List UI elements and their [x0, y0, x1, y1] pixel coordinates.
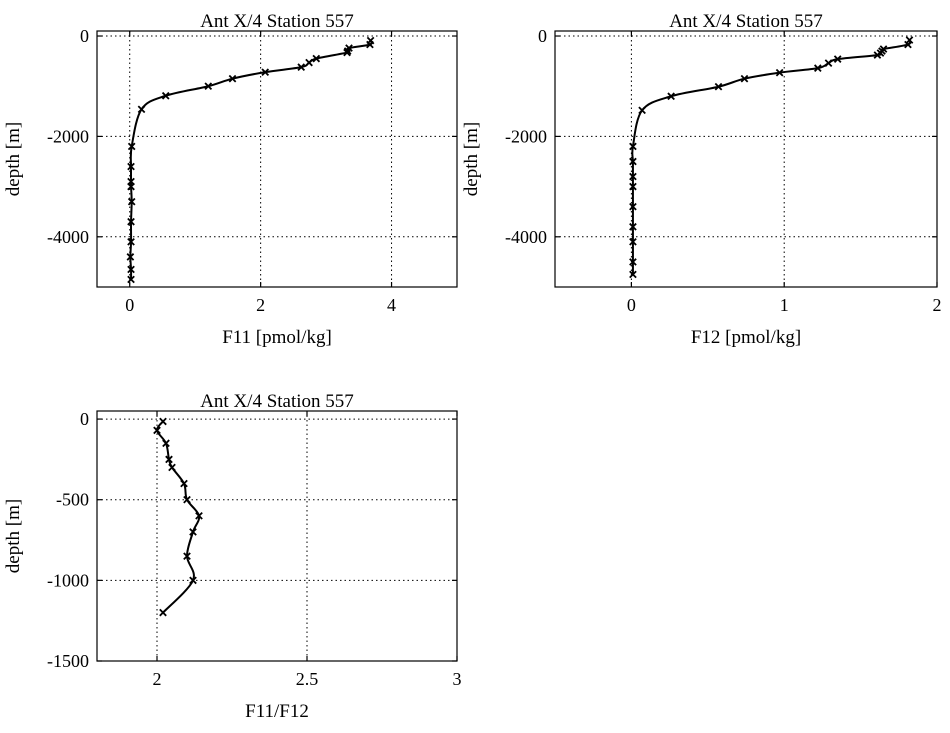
series-line-1: [631, 39, 912, 275]
chart-title: Ant X/4 Station 557: [200, 391, 354, 412]
y-tick-label: -4000: [505, 227, 547, 247]
data-point-x-marker: [629, 202, 637, 211]
data-point-x-marker: [629, 258, 637, 266]
x-tick-label: 2: [256, 295, 265, 315]
x-tick-label: 2: [153, 669, 162, 689]
data-point-x-marker: [127, 197, 136, 206]
data-point-x-marker: [162, 439, 170, 448]
y-tick-label: 0: [538, 26, 547, 46]
data-point-x-marker: [180, 479, 188, 488]
x-tick-label: 4: [387, 295, 396, 315]
data-point-x-marker: [667, 92, 675, 101]
data-point-x-marker: [127, 237, 135, 246]
data-point-x-marker: [153, 426, 161, 435]
data-point-x-marker: [204, 82, 213, 91]
series-line-1: [129, 40, 373, 280]
data-point-x-marker: [297, 63, 306, 71]
data-point-x-marker: [168, 463, 176, 472]
data-point-x-marker: [824, 59, 833, 67]
y-tick-label: -1000: [47, 570, 89, 590]
x-tick-label: 2: [933, 295, 942, 315]
data-point-x-marker: [775, 68, 784, 77]
plot-frame: [96, 410, 458, 662]
data-point-x-marker: [195, 512, 203, 520]
y-tick-label: 0: [80, 409, 89, 429]
data-point-x-marker: [905, 36, 914, 44]
data-point-x-marker: [183, 495, 191, 504]
data-point-x-marker: [366, 40, 374, 49]
data-point-x-marker: [127, 182, 135, 191]
y-tick-label: -2000: [505, 126, 547, 146]
x-tick-label: 1: [780, 295, 789, 315]
x-tick-label: 2.5: [296, 669, 319, 689]
y-tick-label: -1500: [47, 651, 89, 671]
y-tick-label: 0: [80, 26, 89, 46]
plot-frame: [554, 30, 938, 288]
series-line-1: [156, 420, 201, 614]
y-tick-label: -2000: [47, 126, 89, 146]
data-point-x-marker: [127, 142, 136, 151]
data-point-x-marker: [305, 58, 313, 67]
data-point-x-marker: [740, 74, 749, 83]
data-point-x-marker: [629, 270, 637, 279]
data-point-x-marker: [638, 106, 646, 115]
y-axis-label: depth [m]: [3, 122, 24, 196]
data-point-x-marker: [629, 157, 637, 166]
data-point-x-marker: [228, 74, 237, 83]
data-point-x-marker: [833, 55, 842, 63]
data-point-x-marker: [629, 222, 637, 231]
data-point-x-marker: [137, 105, 146, 114]
data-point-x-marker: [161, 91, 170, 100]
data-point-x-marker: [813, 64, 822, 72]
data-point-x-marker: [343, 48, 351, 57]
y-tick-label: -4000: [47, 227, 89, 247]
data-point-x-marker: [629, 182, 637, 191]
x-axis-label: F12 [pmol/kg]: [691, 327, 801, 348]
data-point-x-marker: [312, 54, 321, 63]
y-axis-label: depth [m]: [461, 122, 482, 196]
data-point-x-marker: [629, 142, 637, 151]
data-point-x-marker: [165, 455, 173, 464]
x-axis-label: F11/F12: [245, 701, 309, 722]
x-tick-label: 0: [125, 295, 134, 315]
data-point-x-marker: [629, 237, 637, 246]
data-point-x-marker: [183, 552, 191, 560]
chart-2: 0 1 2 0 -2000 -4000 Ant X/4 Station 557 F12 [pm…: [461, 11, 942, 348]
data-point-x-marker: [189, 528, 197, 536]
data-point-x-marker: [127, 265, 135, 274]
data-point-x-marker: [159, 608, 167, 617]
chart-1: 0 2 4 0 -2000 -4000 Ant X/4 Station 557 F11 [pm…: [3, 11, 458, 348]
data-point-x-marker: [189, 576, 197, 585]
data-point-x-marker: [126, 253, 135, 261]
chart-3: 2 2.5 3 0 -500 -1000 -1500 Ant X/4 Station 557 F…: [3, 391, 462, 722]
data-point-x-marker: [629, 172, 637, 181]
plot-frame: [96, 30, 458, 288]
chart-title: Ant X/4 Station 557: [200, 11, 354, 32]
x-tick-label: 0: [627, 295, 636, 315]
y-axis-label: depth [m]: [3, 499, 24, 573]
x-tick-label: 3: [453, 669, 462, 689]
data-point-x-marker: [159, 417, 167, 426]
data-point-x-marker: [873, 51, 882, 59]
data-point-x-marker: [127, 162, 135, 171]
data-point-x-marker: [127, 217, 135, 226]
chart-title: Ant X/4 Station 557: [669, 11, 823, 32]
data-point-x-marker: [904, 40, 912, 49]
data-point-x-marker: [127, 275, 135, 284]
y-tick-label: -500: [56, 490, 89, 510]
data-point-x-marker: [261, 68, 270, 76]
data-point-x-marker: [714, 82, 723, 91]
x-axis-label: F11 [pmol/kg]: [222, 327, 332, 348]
